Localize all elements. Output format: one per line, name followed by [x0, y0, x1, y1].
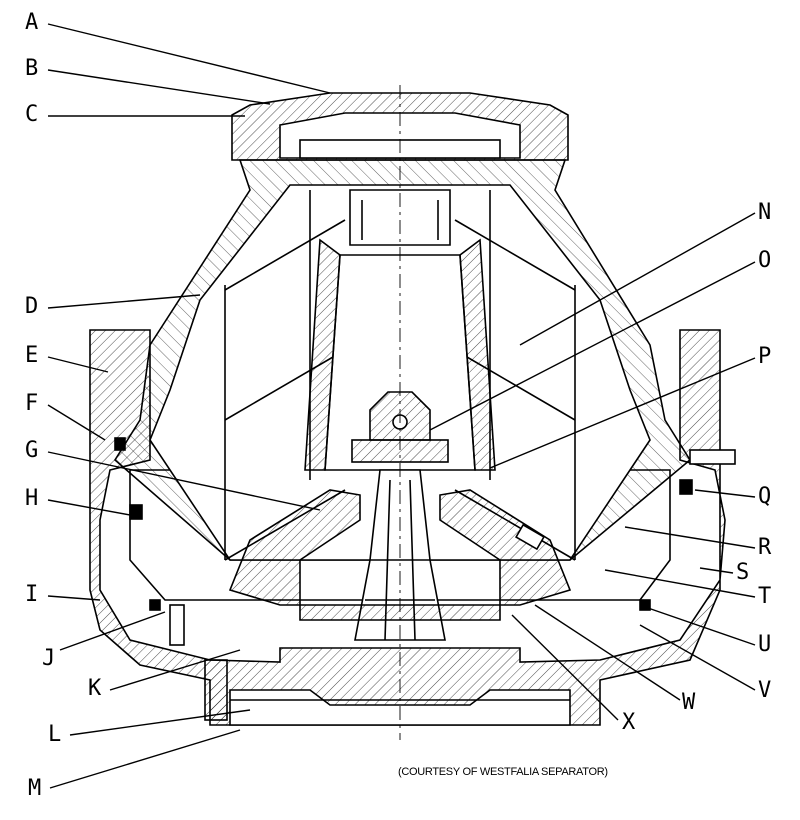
label-r: R — [758, 535, 772, 560]
label-o: O — [758, 248, 772, 273]
distributor-wall-left — [304, 238, 341, 471]
label-d: D — [25, 294, 39, 319]
label-g: G — [25, 438, 39, 463]
label-i: I — [25, 582, 39, 607]
label-j: J — [42, 646, 56, 671]
courtesy-credit: (COURTESY OF WESTFALIA SEPARATOR) — [398, 766, 608, 778]
label-t: T — [758, 584, 772, 609]
label-f: F — [25, 391, 39, 416]
label-v: V — [758, 678, 772, 703]
label-h: H — [25, 486, 39, 511]
neck-tube — [349, 189, 451, 246]
label-n: N — [758, 200, 772, 225]
label-q: Q — [758, 484, 772, 509]
label-p: P — [758, 344, 772, 369]
label-e: E — [25, 343, 39, 368]
label-l: L — [48, 722, 62, 747]
bowl-bottom — [228, 489, 572, 621]
distributor-wall-right — [459, 238, 496, 471]
label-u: U — [758, 632, 772, 657]
label-w: W — [682, 690, 696, 715]
label-x: X — [622, 710, 636, 735]
leader-lines — [47, 23, 756, 789]
label-m: M — [28, 776, 42, 801]
label-k: K — [88, 676, 102, 701]
label-a: A — [25, 10, 39, 35]
label-c: C — [25, 102, 39, 127]
label-b: B — [25, 56, 39, 81]
label-s: S — [736, 560, 750, 585]
